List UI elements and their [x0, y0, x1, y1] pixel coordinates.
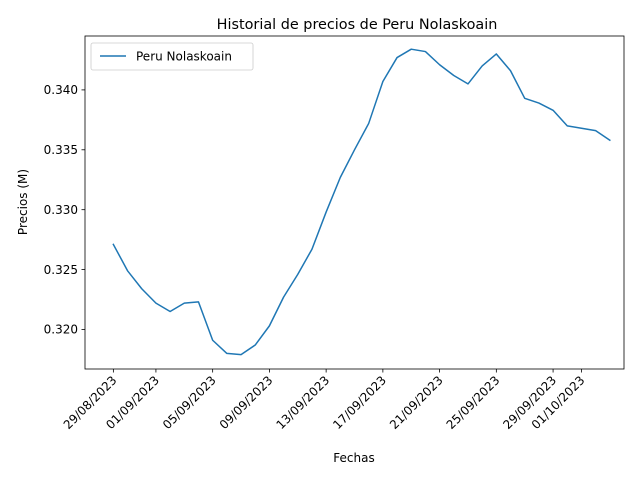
y-tick-label: 0.320 — [44, 323, 78, 337]
series-layer — [112, 48, 611, 356]
x-tick-label: 13/09/2023 — [273, 373, 332, 432]
legend-label: Peru Nolaskoain — [136, 50, 232, 64]
y-axis-title: Precios (M) — [16, 169, 30, 235]
x-tick-label: 21/09/2023 — [387, 373, 446, 432]
x-tick-label: 05/09/2023 — [160, 373, 219, 432]
chart-title: Historial de precios de Peru Nolaskoain — [217, 17, 498, 33]
plot-frame — [84, 35, 625, 370]
legend: Peru Nolaskoain — [90, 42, 254, 71]
x-tick-label: 17/09/2023 — [330, 373, 389, 432]
y-tick-label: 0.330 — [44, 203, 78, 217]
x-axis: 29/08/202301/09/202305/09/202309/09/2023… — [61, 369, 588, 432]
series-line — [112, 48, 611, 356]
legend-box — [90, 42, 254, 71]
x-axis-title: Fechas — [333, 451, 374, 465]
y-tick-label: 0.340 — [44, 83, 78, 97]
y-axis: 0.320 0.325 0.330 0.335 0.340 — [44, 83, 85, 337]
x-tick-label: 09/09/2023 — [217, 373, 276, 432]
x-tick-label: 25/09/2023 — [444, 373, 503, 432]
plot-area — [84, 35, 625, 370]
y-tick-label: 0.325 — [44, 263, 78, 277]
y-tick-label: 0.335 — [44, 143, 78, 157]
